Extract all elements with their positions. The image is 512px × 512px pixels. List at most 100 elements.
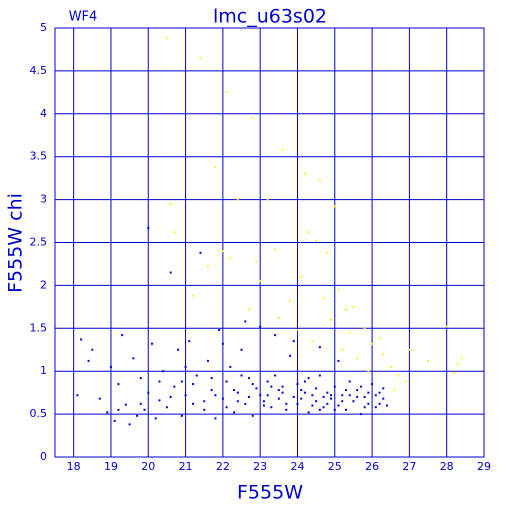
data-point	[277, 317, 280, 320]
data-point	[274, 334, 277, 337]
data-point	[262, 400, 265, 403]
data-point	[445, 325, 448, 328]
data-point	[456, 363, 459, 366]
data-point	[318, 408, 321, 411]
data-point	[277, 397, 280, 400]
data-point	[341, 400, 344, 403]
data-point	[281, 391, 284, 394]
data-point	[251, 117, 254, 120]
data-point	[255, 260, 258, 263]
data-point	[359, 385, 362, 388]
x-tick-label: 23	[253, 460, 267, 473]
data-point	[322, 395, 325, 398]
data-point	[214, 165, 217, 168]
data-point	[326, 251, 329, 254]
data-point	[87, 359, 90, 362]
data-point	[91, 348, 94, 351]
data-point	[352, 400, 355, 403]
x-tick-label: 20	[141, 460, 155, 473]
data-point	[341, 348, 344, 351]
data-point	[427, 359, 430, 362]
data-point	[154, 417, 157, 420]
data-point	[289, 299, 292, 302]
data-point	[143, 408, 146, 411]
data-point	[453, 371, 456, 374]
data-point	[307, 377, 310, 380]
data-point	[158, 399, 161, 402]
data-point	[162, 370, 165, 373]
data-point	[397, 374, 400, 377]
y-tick-label: 2.5	[30, 236, 48, 249]
data-point	[251, 414, 254, 417]
data-point	[244, 320, 247, 323]
data-point	[274, 248, 277, 251]
x-axis-label: F555W	[237, 482, 303, 504]
data-point	[266, 380, 269, 383]
data-point	[251, 383, 254, 386]
data-point	[233, 389, 236, 392]
data-point	[173, 385, 176, 388]
data-point	[337, 359, 340, 362]
data-point	[210, 377, 213, 380]
data-point	[199, 251, 202, 254]
data-point	[236, 391, 239, 394]
data-point	[318, 374, 321, 377]
data-point	[98, 397, 101, 400]
data-point	[259, 280, 262, 283]
data-point	[169, 395, 172, 398]
x-tick-label: 28	[440, 460, 454, 473]
chart-title: lmc_u63s02	[213, 6, 327, 28]
data-point	[262, 404, 265, 407]
data-point	[367, 391, 370, 394]
x-tick-label: 22	[216, 460, 230, 473]
data-point	[326, 402, 329, 405]
data-point	[266, 394, 269, 397]
data-point	[128, 423, 131, 426]
data-point	[203, 400, 206, 403]
data-point	[247, 308, 250, 311]
data-point	[184, 365, 187, 368]
data-point	[210, 389, 213, 392]
data-point	[292, 340, 295, 343]
data-point	[221, 397, 224, 400]
data-point	[221, 250, 224, 253]
data-point	[303, 391, 306, 394]
data-point	[386, 404, 389, 407]
data-point	[195, 374, 198, 377]
data-point	[460, 357, 463, 360]
data-point	[348, 394, 351, 397]
data-point	[169, 271, 172, 274]
y-tick-label: 4.5	[30, 64, 48, 77]
data-point	[326, 391, 329, 394]
data-point	[206, 359, 209, 362]
y-tick-label: 3.5	[30, 150, 48, 163]
data-point	[169, 202, 172, 205]
y-tick-label: 1	[40, 364, 47, 377]
data-point	[382, 353, 385, 356]
data-point	[296, 329, 299, 332]
y-tick-label: 2	[40, 278, 47, 291]
data-point	[158, 380, 161, 383]
chart-subtitle: WF4	[69, 10, 98, 25]
data-point	[180, 414, 183, 417]
data-point	[270, 406, 273, 409]
data-point	[356, 357, 359, 360]
data-point	[333, 205, 336, 208]
data-point	[300, 389, 303, 392]
data-point	[285, 408, 288, 411]
data-point	[289, 354, 292, 357]
data-point	[363, 327, 366, 330]
data-point	[259, 394, 262, 397]
data-point	[150, 342, 153, 345]
data-point	[363, 395, 366, 398]
x-tick-label: 24	[290, 460, 304, 473]
data-point	[408, 348, 411, 351]
data-point	[236, 198, 239, 201]
data-point	[315, 400, 318, 403]
data-point	[199, 57, 202, 60]
data-point	[225, 380, 228, 383]
data-point	[371, 383, 374, 386]
data-point	[247, 377, 250, 380]
data-point	[352, 305, 355, 308]
